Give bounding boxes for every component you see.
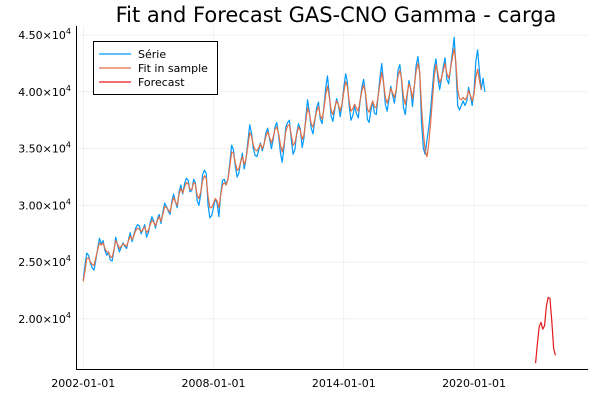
chart-title: Fit and Forecast GAS-CNO Gamma - carga [116, 3, 557, 27]
axes [76, 26, 588, 370]
x-tick-label: 2014-01-01 [312, 377, 376, 390]
y-tick-label: 4.00×104 [18, 84, 71, 99]
y-tick-label: 3.50×104 [18, 141, 71, 156]
x-tick-label: 2002-01-01 [51, 377, 115, 390]
y-tick-label: 2.00×104 [18, 311, 71, 326]
legend-label: Forecast [138, 76, 185, 89]
legend-label: Série [138, 48, 166, 61]
y-tick-label: 4.50×104 [18, 27, 71, 42]
x-tick-label: 2008-01-01 [182, 377, 246, 390]
legend-box [93, 41, 218, 95]
legend-label: Fit in sample [138, 62, 208, 75]
series-line-3 [534, 296, 557, 364]
y-tick-label: 3.00×104 [18, 197, 71, 212]
tick-labels: 2002-01-01 2008-01-01 2014-01-01 2020-01-01… [18, 27, 506, 390]
series-layer [82, 36, 557, 364]
y-tick-label: 2.50×104 [18, 254, 71, 269]
series-line-2 [82, 48, 482, 282]
series-line-1 [82, 36, 486, 281]
x-tick-label: 2020-01-01 [442, 377, 506, 390]
